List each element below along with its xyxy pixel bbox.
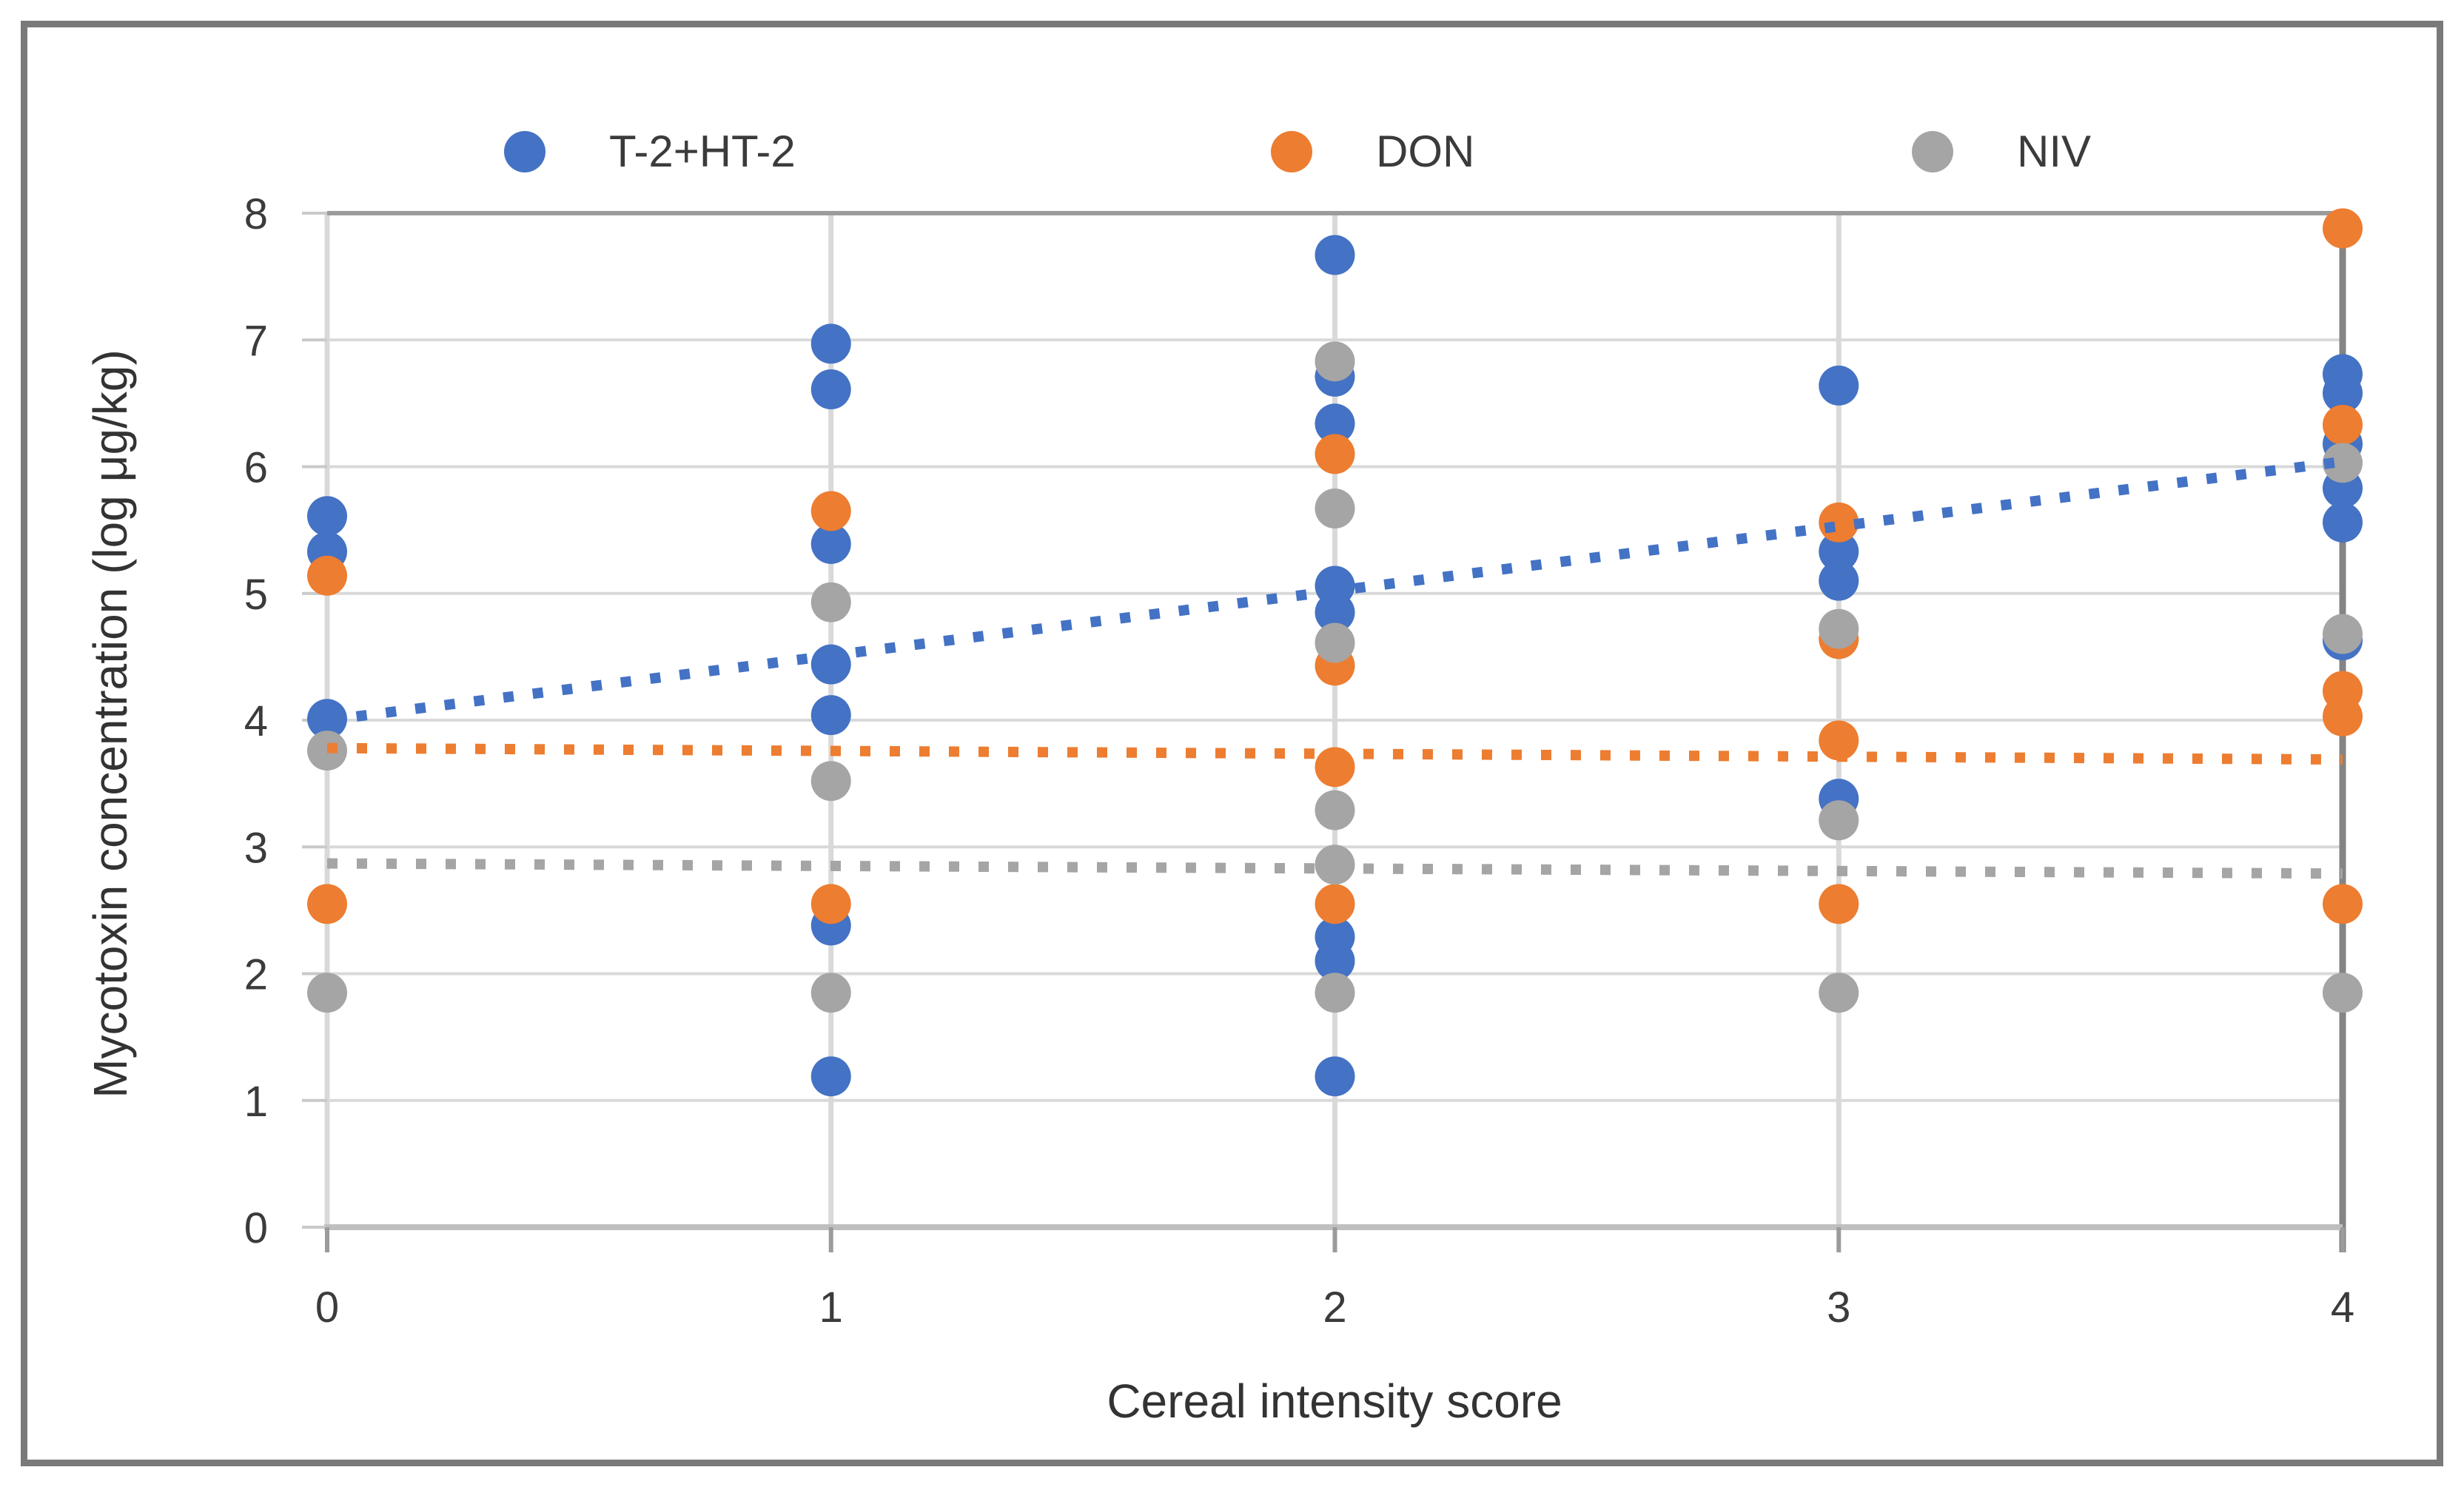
data-point-niv bbox=[2323, 614, 2363, 654]
data-point-niv bbox=[1315, 973, 1355, 1013]
data-point-don bbox=[2323, 884, 2363, 924]
data-point-t2ht2 bbox=[810, 369, 851, 410]
y-tick-label: 7 bbox=[244, 317, 268, 365]
data-point-don bbox=[1819, 884, 1859, 924]
legend-item-niv: NIV bbox=[1912, 122, 2091, 181]
x-tick-label: 2 bbox=[1323, 1283, 1346, 1332]
y-tick-label: 6 bbox=[244, 444, 268, 492]
data-point-niv bbox=[307, 973, 347, 1013]
data-point-t2ht2 bbox=[810, 1056, 851, 1097]
data-point-don bbox=[2323, 208, 2363, 249]
data-point-don bbox=[810, 884, 851, 924]
y-tick-label: 1 bbox=[244, 1078, 268, 1126]
y-tick-label: 0 bbox=[244, 1204, 268, 1252]
data-point-t2ht2 bbox=[307, 496, 347, 537]
data-point-niv bbox=[2323, 443, 2363, 483]
data-point-t2ht2 bbox=[1819, 531, 1859, 572]
data-point-niv bbox=[810, 973, 851, 1013]
legend-marker-don-icon bbox=[1271, 131, 1312, 172]
data-point-niv bbox=[1315, 622, 1355, 663]
data-point-niv bbox=[1819, 800, 1859, 841]
x-tick-label: 3 bbox=[1827, 1283, 1850, 1332]
data-point-niv bbox=[810, 761, 851, 802]
data-point-t2ht2 bbox=[1315, 592, 1355, 633]
data-point-don bbox=[1819, 502, 1859, 543]
data-point-niv bbox=[810, 582, 851, 622]
legend-label-t2ht2: T-2+HT-2 bbox=[609, 127, 796, 176]
legend-item-don: DON bbox=[1271, 122, 1474, 181]
trendline-don bbox=[326, 742, 2343, 765]
data-point-don bbox=[1315, 434, 1355, 474]
data-point-niv bbox=[1819, 608, 1859, 649]
data-point-niv bbox=[2323, 973, 2363, 1013]
legend-item-t2ht2: T-2+HT-2 bbox=[504, 122, 796, 181]
data-point-don bbox=[1315, 747, 1355, 788]
data-point-t2ht2 bbox=[2323, 373, 2363, 414]
y-tick-label: 3 bbox=[244, 824, 268, 872]
y-tick-label: 4 bbox=[244, 697, 268, 745]
data-point-t2ht2 bbox=[1819, 365, 1859, 406]
x-axis-title: Cereal intensity score bbox=[1107, 1374, 1562, 1428]
x-tick-label: 4 bbox=[2331, 1283, 2354, 1332]
data-point-niv bbox=[1819, 973, 1859, 1013]
trendline-t2ht2 bbox=[326, 456, 2343, 725]
data-point-don bbox=[810, 491, 851, 531]
data-point-t2ht2 bbox=[1315, 403, 1355, 444]
legend-label-niv: NIV bbox=[2017, 127, 2092, 176]
legend-label-don: DON bbox=[1376, 127, 1475, 176]
x-tick-label: 1 bbox=[819, 1283, 843, 1332]
data-point-t2ht2 bbox=[1315, 1056, 1355, 1097]
data-point-don bbox=[1315, 884, 1355, 924]
data-point-t2ht2 bbox=[1819, 560, 1859, 601]
y-axis-title: Mycotoxin concentration (log μg/kg) bbox=[84, 349, 137, 1098]
y-tick-label: 2 bbox=[244, 951, 268, 999]
data-point-niv bbox=[1315, 790, 1355, 830]
data-point-t2ht2 bbox=[810, 323, 851, 364]
data-point-t2ht2 bbox=[810, 695, 851, 736]
data-point-niv bbox=[1315, 489, 1355, 529]
data-point-t2ht2 bbox=[2323, 502, 2363, 543]
legend-marker-t2ht2-icon bbox=[504, 131, 545, 172]
data-point-t2ht2 bbox=[1315, 235, 1355, 275]
y-tick-label: 5 bbox=[244, 571, 268, 619]
data-point-t2ht2 bbox=[1315, 941, 1355, 981]
legend-marker-niv-icon bbox=[1912, 131, 1953, 172]
y-tick-label: 8 bbox=[244, 190, 268, 238]
data-point-don bbox=[2323, 696, 2363, 736]
data-point-don bbox=[2323, 404, 2363, 445]
data-point-niv bbox=[1315, 341, 1355, 382]
data-point-t2ht2 bbox=[810, 523, 851, 564]
data-point-t2ht2 bbox=[810, 644, 851, 685]
data-point-don bbox=[307, 555, 347, 596]
data-point-don bbox=[307, 884, 347, 924]
x-tick-label: 0 bbox=[315, 1283, 339, 1332]
trendline-niv bbox=[326, 858, 2343, 879]
data-point-don bbox=[1819, 720, 1859, 761]
